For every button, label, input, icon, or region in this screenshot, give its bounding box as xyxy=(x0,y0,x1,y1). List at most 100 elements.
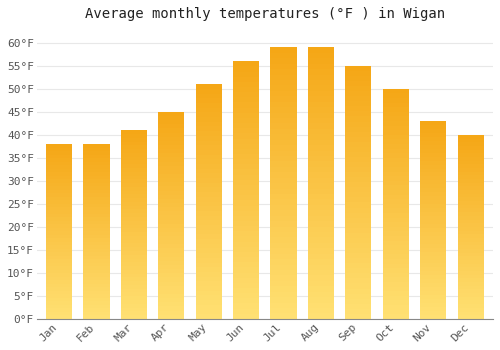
Bar xyxy=(382,250,409,254)
Bar xyxy=(420,176,446,180)
Bar xyxy=(270,107,296,113)
Bar xyxy=(158,269,184,273)
Bar xyxy=(121,251,147,255)
Bar xyxy=(420,173,446,176)
Bar xyxy=(84,266,110,270)
Bar xyxy=(458,186,483,190)
Bar xyxy=(158,286,184,290)
Bar xyxy=(308,308,334,314)
Bar xyxy=(233,241,260,247)
Bar xyxy=(158,248,184,253)
Bar xyxy=(308,216,334,221)
Bar xyxy=(308,270,334,275)
Bar xyxy=(270,232,296,237)
Bar xyxy=(346,132,372,137)
Bar xyxy=(84,305,110,308)
Bar xyxy=(420,271,446,275)
Bar xyxy=(308,53,334,58)
Bar xyxy=(308,205,334,210)
Bar xyxy=(346,172,372,177)
Bar xyxy=(270,156,296,161)
Bar xyxy=(420,279,446,283)
Bar xyxy=(121,194,147,198)
Bar xyxy=(382,130,409,135)
Bar xyxy=(196,244,222,248)
Bar xyxy=(158,190,184,195)
Bar xyxy=(270,140,296,145)
Bar xyxy=(84,238,110,242)
Bar xyxy=(233,283,260,288)
Bar xyxy=(233,144,260,149)
Bar xyxy=(346,152,372,157)
Bar xyxy=(270,183,296,189)
Bar xyxy=(270,118,296,124)
Bar xyxy=(346,127,372,132)
Bar xyxy=(420,287,446,291)
Bar xyxy=(270,210,296,216)
Bar xyxy=(158,186,184,190)
Bar xyxy=(270,58,296,64)
Bar xyxy=(270,134,296,140)
Bar xyxy=(420,212,446,216)
Bar xyxy=(84,196,110,200)
Bar xyxy=(308,313,334,319)
Bar xyxy=(308,102,334,107)
Bar xyxy=(233,205,260,211)
Bar xyxy=(158,282,184,286)
Bar xyxy=(158,253,184,257)
Bar xyxy=(382,199,409,204)
Bar xyxy=(346,147,372,152)
Bar xyxy=(233,226,260,231)
Bar xyxy=(121,274,147,278)
Bar xyxy=(121,240,147,244)
Bar xyxy=(121,270,147,274)
Bar xyxy=(308,281,334,286)
Bar xyxy=(458,161,483,164)
Bar xyxy=(270,75,296,80)
Bar xyxy=(382,121,409,126)
Bar xyxy=(196,230,222,235)
Bar xyxy=(196,131,222,136)
Bar xyxy=(346,238,372,243)
Bar xyxy=(46,179,72,183)
Bar xyxy=(233,257,260,262)
Bar xyxy=(420,224,446,228)
Bar xyxy=(346,96,372,101)
Bar xyxy=(196,145,222,150)
Bar xyxy=(196,117,222,122)
Bar xyxy=(196,164,222,169)
Bar xyxy=(158,302,184,307)
Bar xyxy=(84,280,110,284)
Bar xyxy=(121,191,147,194)
Bar xyxy=(46,312,72,315)
Bar xyxy=(233,303,260,309)
Bar xyxy=(420,307,446,311)
Bar xyxy=(382,305,409,310)
Bar xyxy=(233,216,260,221)
Bar xyxy=(233,200,260,205)
Bar xyxy=(46,175,72,179)
Bar xyxy=(233,103,260,108)
Bar xyxy=(382,190,409,195)
Bar xyxy=(346,91,372,96)
Bar xyxy=(233,118,260,123)
Bar xyxy=(270,194,296,199)
Bar xyxy=(308,254,334,259)
Bar xyxy=(346,309,372,314)
Bar xyxy=(233,149,260,154)
Bar xyxy=(121,202,147,206)
Bar xyxy=(158,265,184,269)
Bar xyxy=(270,275,296,281)
Bar xyxy=(84,277,110,280)
Bar xyxy=(420,141,446,145)
Bar xyxy=(84,182,110,186)
Bar xyxy=(46,158,72,162)
Bar xyxy=(270,286,296,292)
Bar xyxy=(121,138,147,142)
Bar xyxy=(346,106,372,111)
Bar xyxy=(382,176,409,181)
Bar xyxy=(46,308,72,312)
Bar xyxy=(308,47,334,53)
Bar xyxy=(382,135,409,139)
Bar xyxy=(458,253,483,256)
